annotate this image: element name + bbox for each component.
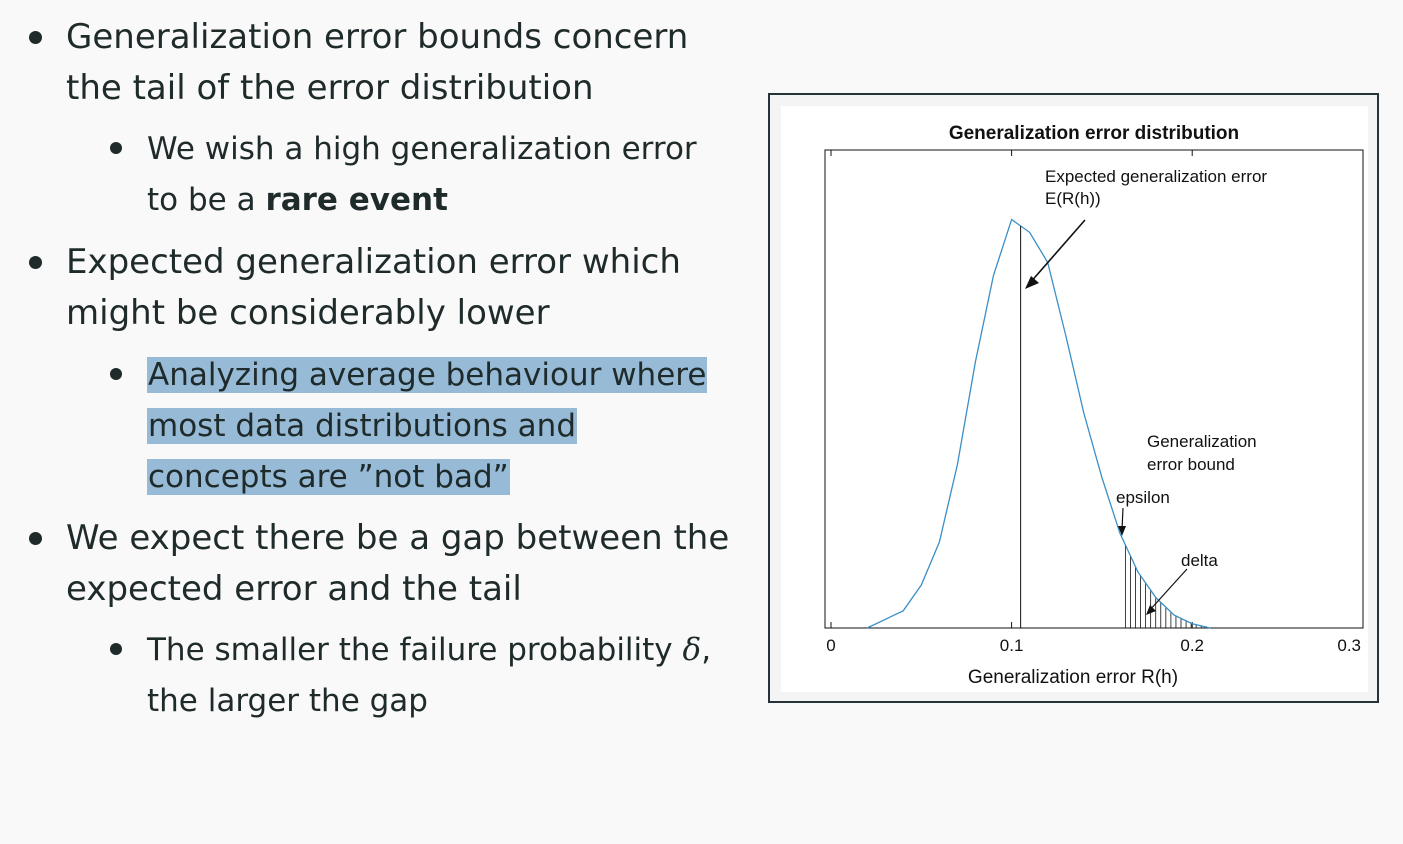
delta-arrow [1148, 568, 1188, 612]
bullet-1-line-2: the tail of the error distribution [66, 68, 594, 108]
tick-label: 0 [826, 636, 835, 655]
bullet-1-sub-line-1: We wish a high generalization error [147, 131, 697, 167]
bound-label-1: Generalization [1147, 432, 1257, 451]
highlighted-line-1: Analyzing average behaviour where [147, 350, 737, 401]
delta-symbol: δ [682, 632, 702, 668]
arrow-head-icon [1025, 276, 1039, 289]
slide-text: Generalization error bounds concern the … [29, 12, 737, 727]
delta-label: delta [1181, 551, 1218, 570]
tick-label: 0.2 [1180, 636, 1204, 655]
expected-error-arrow [1028, 219, 1086, 285]
plot-frame [824, 149, 1364, 629]
arrow-head-icon [1146, 605, 1156, 615]
bullet-2-line-2: might be considerably lower [66, 293, 550, 333]
highlighted-line-2: most data distributions and [147, 401, 737, 452]
x-axis-label: Generalization error R(h) [968, 667, 1178, 688]
bullet-2: Expected generalization error which migh… [29, 237, 736, 339]
bullet-1-sub: We wish a high generalization error to b… [110, 124, 737, 226]
bullet-1-line-1: Generalization error bounds concern [66, 17, 689, 57]
expected-error-formula: E(R(h)) [1045, 189, 1101, 208]
figure-image: Generalization error distribution 0 0.1 0.… [781, 106, 1374, 692]
chart-title: Generalization error distribution [949, 123, 1239, 144]
tick-label: 0.3 [1337, 636, 1361, 655]
bullet-dot [29, 256, 42, 269]
bullet-1-sub-line-2: to be a rare event [147, 175, 737, 226]
failure-prob-text: The smaller the failure probability [147, 632, 683, 668]
highlighted-line-3: concepts are ”not bad” [147, 452, 737, 503]
selection-highlight[interactable]: concepts are ”not bad” [147, 459, 510, 495]
bullet-dot [110, 368, 122, 380]
bullet-dot [110, 142, 122, 154]
bullet-3-sub-line-2: the larger the gap [147, 683, 428, 719]
bullet-1: Generalization error bounds concern the … [29, 12, 736, 114]
tail-hatching [1124, 545, 1202, 628]
bullet-dot [29, 532, 42, 545]
bullet-3-sub: The smaller the failure probability δ, t… [110, 625, 737, 727]
bound-label-2: error bound [1147, 455, 1235, 474]
error-distribution-chart: Generalization error distribution 0 0.1 0.… [824, 123, 1374, 688]
arrow-head-icon [1118, 526, 1126, 536]
bullet-3-sub-line-1: The smaller the failure probability δ, [147, 625, 737, 676]
bullet-dot [110, 643, 122, 655]
rare-event-prefix: to be a [147, 182, 266, 218]
rare-event-emphasis: rare event [265, 182, 448, 218]
tick-label: 0.1 [1000, 636, 1024, 655]
bullet-2-sub-highlighted[interactable]: Analyzing average behaviour where most d… [110, 350, 737, 503]
comma: , [701, 632, 712, 668]
epsilon-label: epsilon [1116, 488, 1170, 507]
bullet-3: We expect there be a gap between the exp… [29, 513, 736, 615]
expected-error-label: Expected generalization error [1045, 167, 1267, 186]
selection-highlight[interactable]: most data distributions and [147, 408, 577, 444]
distribution-curve [866, 218, 1211, 629]
bullet-3-line-2: expected error and the tail [66, 569, 522, 609]
bullet-2-line-1: Expected generalization error which [66, 242, 681, 282]
selection-highlight[interactable]: Analyzing average behaviour where [147, 357, 708, 393]
x-ticks: 0 0.1 0.2 0.3 [826, 150, 1374, 655]
bullet-3-line-1: We expect there be a gap between the [66, 518, 730, 558]
bullet-dot [29, 31, 42, 44]
